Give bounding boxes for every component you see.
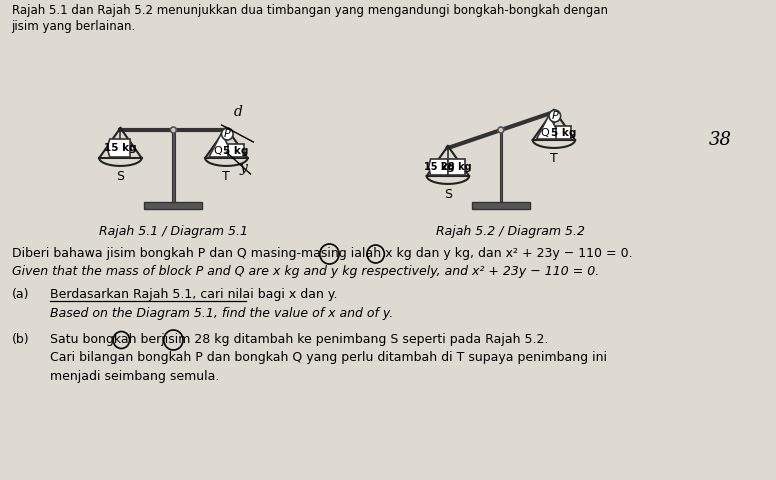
Text: Q: Q bbox=[213, 146, 222, 156]
Text: 28 kg: 28 kg bbox=[442, 162, 472, 172]
Text: 38: 38 bbox=[709, 131, 732, 149]
Bar bbox=[556, 126, 571, 139]
Text: T: T bbox=[223, 170, 230, 183]
Text: Satu bongkah berjisim 28 kg ditambah ke penimbang S seperti pada Rajah 5.2.: Satu bongkah berjisim 28 kg ditambah ke … bbox=[50, 333, 549, 346]
Text: (b): (b) bbox=[12, 333, 29, 346]
Bar bbox=[172, 130, 175, 202]
Text: T: T bbox=[550, 152, 558, 165]
Text: Given that the mass of block P and Q are x kg and y kg respectively, and x² + 23: Given that the mass of block P and Q are… bbox=[12, 265, 599, 278]
Text: Rajah 5.2 / Diagram 5.2: Rajah 5.2 / Diagram 5.2 bbox=[436, 225, 585, 238]
Text: Diberi bahawa jisim bongkah P dan Q masing-masing ialah x kg dan y kg, dan x² + : Diberi bahawa jisim bongkah P dan Q masi… bbox=[12, 247, 632, 260]
Bar bbox=[144, 202, 203, 209]
Circle shape bbox=[221, 128, 233, 140]
Text: 5 kg: 5 kg bbox=[551, 128, 577, 137]
Text: S: S bbox=[116, 170, 124, 183]
Text: S: S bbox=[444, 188, 452, 201]
Polygon shape bbox=[536, 115, 562, 139]
Text: P: P bbox=[552, 111, 558, 121]
Text: Q: Q bbox=[541, 128, 549, 138]
Text: Cari bilangan bongkah P dan bongkah Q yang perlu ditambah di T supaya penimbang : Cari bilangan bongkah P dan bongkah Q ya… bbox=[50, 351, 607, 364]
Circle shape bbox=[498, 127, 504, 133]
Text: Based on the Diagram 5.1, find the value of x and of y.: Based on the Diagram 5.1, find the value… bbox=[50, 307, 393, 320]
Polygon shape bbox=[107, 139, 130, 157]
Text: Rajah 5.1 / Diagram 5.1: Rajah 5.1 / Diagram 5.1 bbox=[99, 225, 248, 238]
Text: Berdasarkan Rajah 5.1, cari nilai bagi x dan y.: Berdasarkan Rajah 5.1, cari nilai bagi x… bbox=[50, 288, 338, 301]
Polygon shape bbox=[428, 159, 448, 175]
Polygon shape bbox=[209, 133, 234, 157]
Text: menjadi seimbang semula.: menjadi seimbang semula. bbox=[50, 370, 220, 383]
Text: jisim yang berlainan.: jisim yang berlainan. bbox=[12, 20, 136, 33]
Text: Rajah 5.1 dan Rajah 5.2 menunjukkan dua timbangan yang mengandungi bongkah-bongk: Rajah 5.1 dan Rajah 5.2 menunjukkan dua … bbox=[12, 4, 608, 17]
Circle shape bbox=[171, 127, 176, 133]
Circle shape bbox=[549, 110, 560, 122]
Text: 15 kg: 15 kg bbox=[424, 162, 455, 172]
Bar bbox=[500, 130, 502, 202]
Text: 15 kg: 15 kg bbox=[104, 143, 137, 153]
Bar bbox=[448, 159, 466, 175]
Bar bbox=[228, 144, 244, 157]
Text: d: d bbox=[234, 105, 242, 119]
Text: y: y bbox=[240, 161, 248, 175]
Text: 5 kg: 5 kg bbox=[223, 145, 248, 156]
Bar bbox=[472, 202, 530, 209]
Text: (a): (a) bbox=[12, 288, 29, 301]
Text: P: P bbox=[224, 129, 230, 139]
